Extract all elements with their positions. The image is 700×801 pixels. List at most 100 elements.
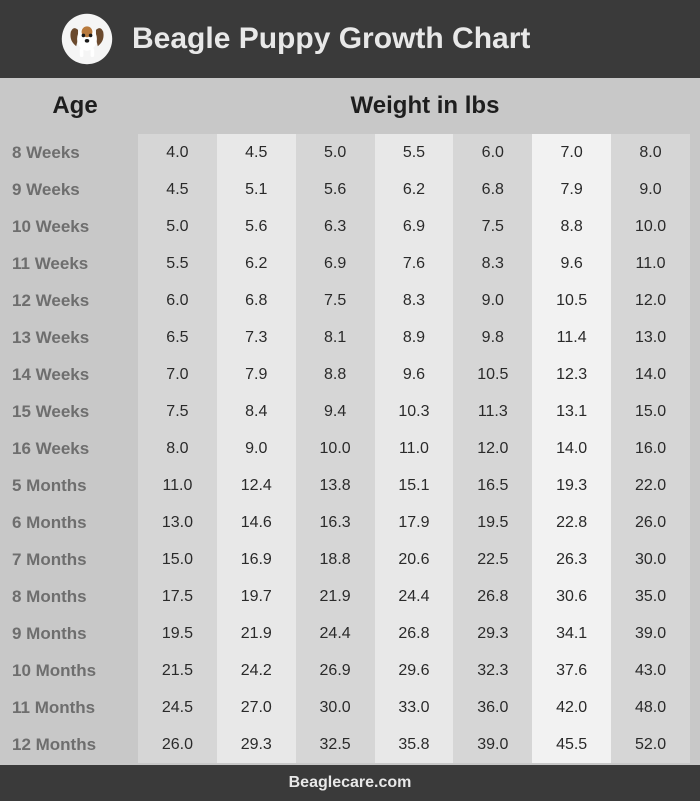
- table-row: 16 Weeks8.09.010.011.012.014.016.0: [10, 430, 690, 467]
- weight-cell: 39.0: [611, 615, 690, 652]
- table-row: 13 Weeks6.57.38.18.99.811.413.0: [10, 319, 690, 356]
- beagle-logo-icon: [60, 12, 114, 66]
- table-row: 10 Weeks5.05.66.36.97.58.810.0: [10, 208, 690, 245]
- weight-cell: 5.6: [217, 208, 296, 245]
- weight-cell: 5.6: [296, 171, 375, 208]
- weight-cell: 21.5: [138, 652, 217, 689]
- weight-cell: 14.6: [217, 504, 296, 541]
- age-label: 12 Weeks: [10, 282, 138, 319]
- weight-cell: 10.5: [453, 356, 532, 393]
- weight-cell: 6.0: [138, 282, 217, 319]
- age-label: 16 Weeks: [10, 430, 138, 467]
- weight-cell: 17.5: [138, 578, 217, 615]
- weight-cell: 9.4: [296, 393, 375, 430]
- weight-cell: 8.9: [375, 319, 454, 356]
- weight-cell: 11.3: [453, 393, 532, 430]
- weight-cell: 33.0: [375, 689, 454, 726]
- age-column-header: Age: [0, 92, 150, 120]
- weight-cell: 8.8: [532, 208, 611, 245]
- weight-cell: 7.3: [217, 319, 296, 356]
- weight-cell: 16.5: [453, 467, 532, 504]
- weight-cell: 12.0: [453, 430, 532, 467]
- weight-cell: 8.0: [138, 430, 217, 467]
- column-headers: Age Weight in lbs: [0, 78, 700, 134]
- weight-cell: 22.5: [453, 541, 532, 578]
- weight-cell: 42.0: [532, 689, 611, 726]
- weight-cell: 8.0: [611, 134, 690, 171]
- weight-cell: 8.3: [453, 245, 532, 282]
- weight-cell: 10.0: [296, 430, 375, 467]
- weight-cell: 6.8: [217, 282, 296, 319]
- footer-bar: Beaglecare.com: [0, 765, 700, 801]
- table-row: 11 Weeks5.56.26.97.68.39.611.0: [10, 245, 690, 282]
- weight-cell: 5.5: [375, 134, 454, 171]
- weight-cell: 10.0: [611, 208, 690, 245]
- weight-cell: 7.5: [453, 208, 532, 245]
- weight-cell: 35.0: [611, 578, 690, 615]
- weight-cell: 16.3: [296, 504, 375, 541]
- age-label: 10 Months: [10, 652, 138, 689]
- weight-cell: 52.0: [611, 726, 690, 763]
- weight-cell: 26.0: [611, 504, 690, 541]
- weight-cell: 6.9: [375, 208, 454, 245]
- age-label: 12 Months: [10, 726, 138, 763]
- table-row: 15 Weeks7.58.49.410.311.313.115.0: [10, 393, 690, 430]
- weight-cell: 37.6: [532, 652, 611, 689]
- table-row: 8 Months17.519.721.924.426.830.635.0: [10, 578, 690, 615]
- weight-cell: 26.8: [375, 615, 454, 652]
- weight-cell: 18.8: [296, 541, 375, 578]
- age-label: 11 Months: [10, 689, 138, 726]
- weight-cell: 24.4: [375, 578, 454, 615]
- weight-cell: 7.9: [217, 356, 296, 393]
- weight-cell: 29.3: [217, 726, 296, 763]
- weight-cell: 6.9: [296, 245, 375, 282]
- weight-cell: 35.8: [375, 726, 454, 763]
- weight-cell: 24.2: [217, 652, 296, 689]
- weight-cell: 14.0: [611, 356, 690, 393]
- table-row: 7 Months15.016.918.820.622.526.330.0: [10, 541, 690, 578]
- weight-cell: 16.9: [217, 541, 296, 578]
- weight-cell: 5.0: [138, 208, 217, 245]
- weight-cell: 7.0: [532, 134, 611, 171]
- age-label: 9 Weeks: [10, 171, 138, 208]
- weight-cell: 13.0: [138, 504, 217, 541]
- weight-cell: 6.3: [296, 208, 375, 245]
- age-label: 6 Months: [10, 504, 138, 541]
- weight-cell: 12.0: [611, 282, 690, 319]
- weight-cell: 8.1: [296, 319, 375, 356]
- age-label: 10 Weeks: [10, 208, 138, 245]
- weight-cell: 5.0: [296, 134, 375, 171]
- weight-cell: 36.0: [453, 689, 532, 726]
- age-label: 13 Weeks: [10, 319, 138, 356]
- table-row: 9 Weeks4.55.15.66.26.87.99.0: [10, 171, 690, 208]
- weight-cell: 16.0: [611, 430, 690, 467]
- weight-cell: 19.3: [532, 467, 611, 504]
- table-row: 9 Months19.521.924.426.829.334.139.0: [10, 615, 690, 652]
- weight-cell: 13.8: [296, 467, 375, 504]
- weight-cell: 24.4: [296, 615, 375, 652]
- weight-cell: 15.0: [138, 541, 217, 578]
- weight-cell: 9.0: [453, 282, 532, 319]
- weight-cell: 11.4: [532, 319, 611, 356]
- weight-cell: 12.3: [532, 356, 611, 393]
- age-label: 9 Months: [10, 615, 138, 652]
- age-label: 11 Weeks: [10, 245, 138, 282]
- weight-cell: 9.0: [217, 430, 296, 467]
- table-row: 14 Weeks7.07.98.89.610.512.314.0: [10, 356, 690, 393]
- weight-cell: 8.8: [296, 356, 375, 393]
- weight-cell: 30.6: [532, 578, 611, 615]
- age-label: 5 Months: [10, 467, 138, 504]
- page-title: Beagle Puppy Growth Chart: [132, 22, 530, 56]
- weight-cell: 9.0: [611, 171, 690, 208]
- weight-cell: 9.8: [453, 319, 532, 356]
- weight-cell: 7.0: [138, 356, 217, 393]
- weight-cell: 26.8: [453, 578, 532, 615]
- weight-cell: 7.5: [296, 282, 375, 319]
- weight-cell: 13.0: [611, 319, 690, 356]
- weight-cell: 30.0: [611, 541, 690, 578]
- weight-cell: 4.5: [138, 171, 217, 208]
- weight-cell: 4.5: [217, 134, 296, 171]
- weight-cell: 9.6: [532, 245, 611, 282]
- weight-cell: 7.5: [138, 393, 217, 430]
- weight-cell: 13.1: [532, 393, 611, 430]
